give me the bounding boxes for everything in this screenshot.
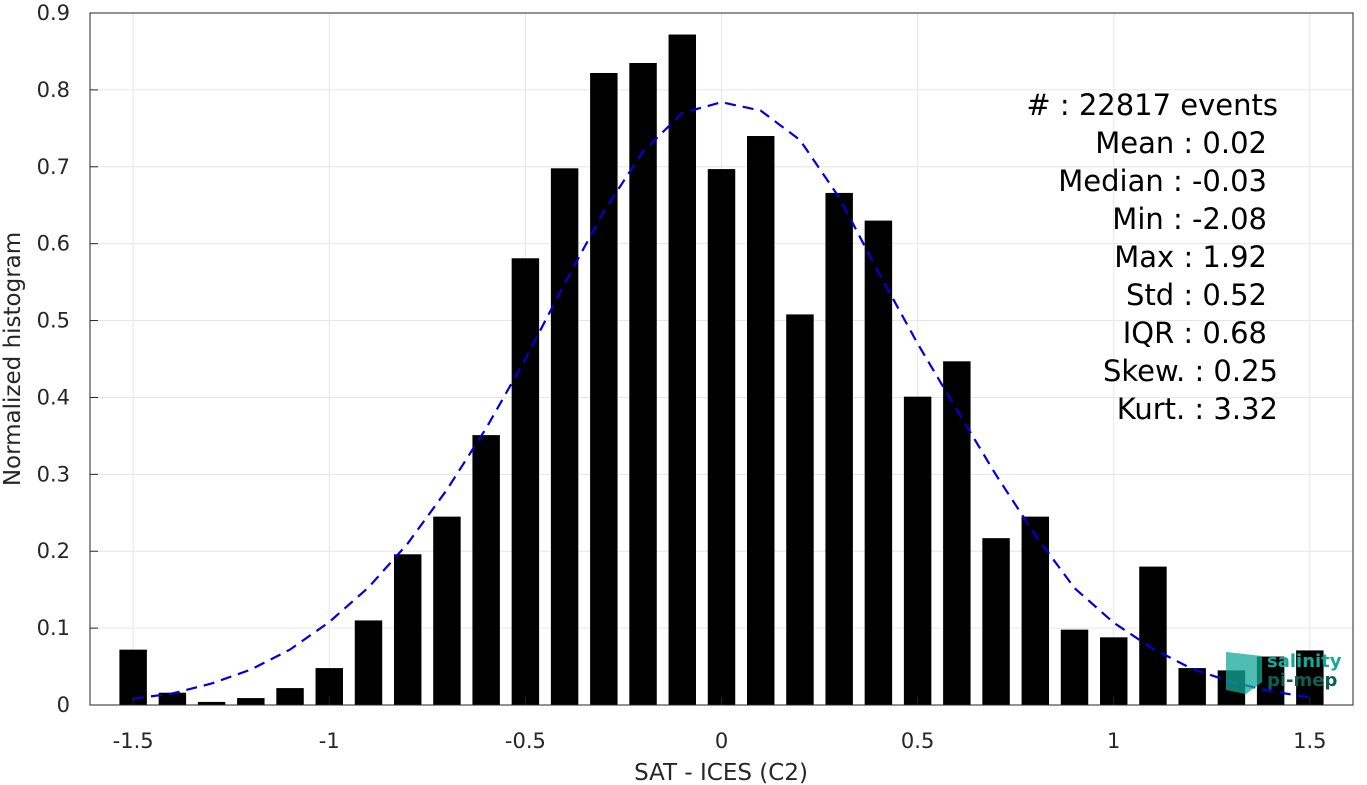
y-tick-label: 0: [57, 693, 70, 717]
histogram-bar: [707, 169, 736, 705]
histogram-bar: [1100, 637, 1128, 705]
x-tick-label: 1.5: [1293, 729, 1326, 753]
histogram-bar: [943, 361, 971, 705]
y-tick-label: 0.3: [37, 462, 70, 486]
histogram-bar: [590, 72, 618, 706]
y-tick-label: 0.4: [37, 385, 70, 409]
y-axis-label: Normalized histogram: [0, 232, 26, 486]
histogram-bar: [119, 649, 147, 705]
histogram-bar: [511, 258, 540, 705]
stat-min: Min : -2.08: [1112, 202, 1267, 236]
histogram-bar: [746, 136, 775, 705]
statistics-annotation: # : 22817 events Mean : 0.02 Median : -0…: [1026, 88, 1278, 426]
stat-skew: Skew. : 0.25: [1103, 354, 1278, 388]
y-tick-label: 0.2: [37, 539, 70, 563]
y-tick-label: 0.1: [37, 616, 70, 640]
stat-events: # : 22817 events: [1026, 88, 1278, 122]
y-tick-label: 0.9: [37, 1, 70, 25]
histogram-bar: [668, 34, 697, 706]
histogram-bar: [825, 192, 853, 706]
x-tick-label: -1: [319, 729, 340, 753]
axes: -1.5 -1 -0.5 0 0.5 1 1.5 0 0.1 0.2 0.3 0.4 0.5 0.6 0.7…: [37, 1, 1327, 753]
salinity-pimep-logo: salinity pi-mep: [1226, 651, 1342, 694]
logo-text-pimep: pi-mep: [1267, 670, 1337, 691]
stat-std: Std : 0.52: [1126, 278, 1267, 312]
histogram-bar: [158, 692, 187, 705]
stat-max: Max : 1.92: [1114, 240, 1267, 274]
logo-text-salinity: salinity: [1267, 651, 1342, 672]
logo-icon: [1226, 652, 1262, 694]
histogram-bar: [1178, 668, 1206, 705]
histogram-bar: [393, 554, 422, 705]
x-tick-label: 0.5: [901, 729, 934, 753]
histogram-bar: [472, 435, 500, 705]
y-tick-label: 0.7: [37, 155, 70, 179]
histogram-bar: [864, 220, 893, 705]
histogram-bar: [433, 516, 461, 705]
x-tick-label: -0.5: [505, 729, 546, 753]
histogram-bar: [1021, 516, 1050, 705]
stat-kurt: Kurt. : 3.32: [1117, 392, 1278, 426]
histogram-bar: [276, 688, 304, 705]
histogram-bar: [629, 62, 657, 705]
x-tick-label: 0: [715, 729, 728, 753]
histogram-bar: [1139, 566, 1167, 705]
histogram-bar: [550, 168, 579, 705]
histogram-bars: [119, 34, 1324, 706]
histogram-bar: [197, 701, 226, 705]
stat-iqr: IQR : 0.68: [1123, 316, 1267, 350]
histogram-bar: [903, 396, 932, 705]
stat-mean: Mean : 0.02: [1095, 126, 1267, 160]
histogram-bar: [237, 698, 265, 705]
x-tick-label: 1: [1107, 729, 1120, 753]
y-tick-label: 0.8: [37, 78, 70, 102]
histogram-bar: [786, 314, 814, 705]
histogram-bar: [354, 620, 383, 705]
x-axis-label: SAT - ICES (C2): [634, 760, 808, 785]
stat-median: Median : -0.03: [1058, 164, 1267, 198]
histogram-bar: [1060, 629, 1089, 705]
x-tick-label: -1.5: [113, 729, 154, 753]
y-tick-label: 0.5: [37, 309, 70, 333]
y-tick-label: 0.6: [37, 232, 70, 256]
histogram-bar: [982, 538, 1010, 705]
